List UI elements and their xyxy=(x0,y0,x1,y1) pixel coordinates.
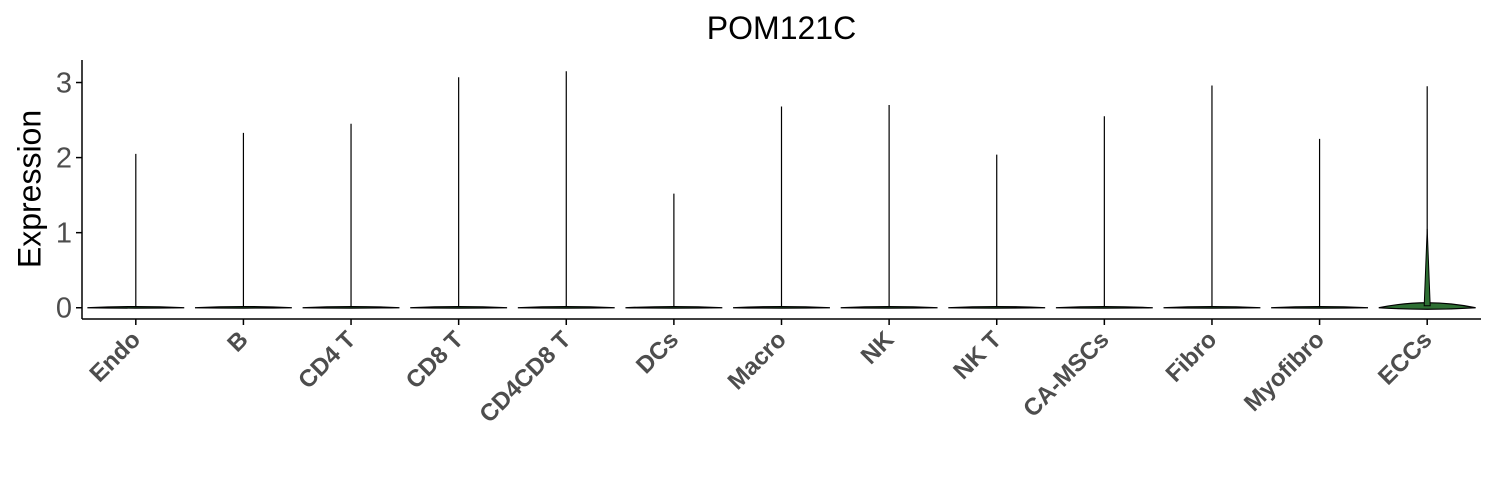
violin-body xyxy=(733,305,830,309)
violin-fibro xyxy=(1163,85,1261,309)
y-tick-label: 0 xyxy=(56,293,72,325)
x-tick-label: NK T xyxy=(948,326,1007,385)
violin-body xyxy=(1055,305,1153,309)
violin-myofibro xyxy=(1271,138,1369,309)
violin-body xyxy=(1163,305,1261,309)
violin-body xyxy=(1271,305,1369,309)
violin-body xyxy=(302,305,400,309)
violin-nk xyxy=(840,105,938,309)
violin-cd4cd8-t xyxy=(517,71,615,309)
violin-nk-t xyxy=(948,154,1046,309)
chart-title: POM121C xyxy=(706,10,857,46)
violin-macro xyxy=(733,106,830,309)
x-tick-label: Myofibro xyxy=(1239,326,1330,417)
violin-body xyxy=(87,305,185,309)
x-tick-label: CD4 T xyxy=(293,326,361,394)
violin-cd4-t xyxy=(302,123,400,309)
violin-eccs xyxy=(1378,86,1476,310)
violin-body xyxy=(625,305,723,309)
x-tick-label: ECCs xyxy=(1373,326,1437,390)
violins-group xyxy=(87,71,1476,310)
x-tick-label: CA-MSCs xyxy=(1018,326,1114,422)
x-tick-label: DCs xyxy=(631,326,684,379)
violin-tail xyxy=(1423,228,1431,307)
x-ticks-group: Endo B CD4 T CD8 T CD4CD8 T DCs Macro NK NK T CA-… xyxy=(85,319,1437,428)
violin-dcs xyxy=(625,193,723,309)
x-tick-label: CD4CD8 T xyxy=(474,326,576,428)
y-tick-label: 2 xyxy=(56,143,72,175)
violin-body xyxy=(948,305,1046,309)
violin-body xyxy=(194,305,292,309)
violin-ca-mscs xyxy=(1055,116,1153,309)
x-tick-label: Macro xyxy=(723,326,792,395)
y-tick-label: 3 xyxy=(56,68,72,100)
violin-cd8-t xyxy=(410,77,508,309)
x-tick-label: NK xyxy=(856,326,900,370)
x-tick-label: B xyxy=(222,326,253,357)
x-tick-label: Endo xyxy=(85,326,147,388)
violin-b xyxy=(194,132,292,309)
violin-body xyxy=(410,305,508,309)
violin-body xyxy=(840,305,938,309)
x-tick-label: Fibro xyxy=(1161,326,1223,388)
y-ticks-group: 0 1 2 3 xyxy=(56,68,82,325)
y-tick-label: 1 xyxy=(56,218,72,250)
x-tick-label: CD8 T xyxy=(401,326,469,394)
violin-body xyxy=(517,305,615,309)
violin-endo xyxy=(87,153,185,309)
